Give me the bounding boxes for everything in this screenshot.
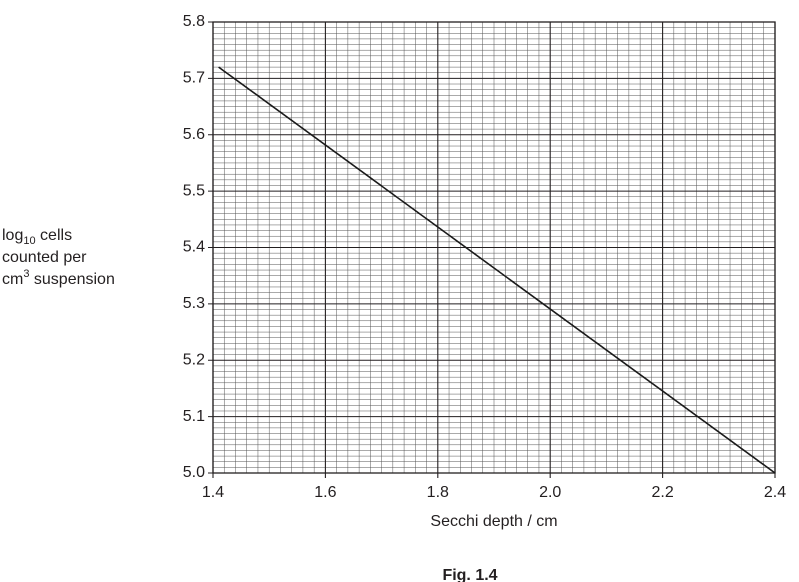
y-axis-label-part: suspension xyxy=(29,271,114,288)
y-axis-label-sup: 3 xyxy=(23,268,29,280)
y-axis-label-part: log xyxy=(2,227,23,244)
y-tick-label: 5.8 xyxy=(183,13,205,30)
x-tick-label: 2.4 xyxy=(764,484,786,501)
y-tick-label: 5.1 xyxy=(183,408,205,425)
y-tick-label: 5.6 xyxy=(183,126,205,143)
x-tick-label: 2.2 xyxy=(651,484,673,501)
x-tick-label: 1.6 xyxy=(314,484,336,501)
y-axis-label-part: cm xyxy=(2,271,23,288)
figure-caption: Fig. 1.4 xyxy=(442,567,497,582)
x-tick-label: 1.8 xyxy=(427,484,449,501)
y-tick-label: 5.2 xyxy=(183,351,205,368)
plot-frame xyxy=(212,21,776,474)
y-tick-label: 5.0 xyxy=(183,464,205,481)
x-tick-label: 1.4 xyxy=(202,484,224,501)
y-tick-label: 5.7 xyxy=(183,70,205,87)
x-tick-label: 2.0 xyxy=(539,484,561,501)
y-axis-label: counted per xyxy=(2,249,87,266)
y-axis-label-part: cells xyxy=(36,227,72,244)
x-axis-label: Secchi depth / cm xyxy=(430,513,557,530)
y-tick-label: 5.5 xyxy=(183,182,205,199)
data-line xyxy=(218,66,776,474)
y-axis-label-part: counted per xyxy=(2,249,87,266)
y-tick-label: 5.4 xyxy=(183,239,205,256)
y-axis-label: cm3 suspension xyxy=(2,268,115,288)
y-axis-label-sub: 10 xyxy=(23,235,35,247)
y-axis-label: log10 cells xyxy=(2,227,72,247)
y-tick-label: 5.3 xyxy=(183,295,205,312)
